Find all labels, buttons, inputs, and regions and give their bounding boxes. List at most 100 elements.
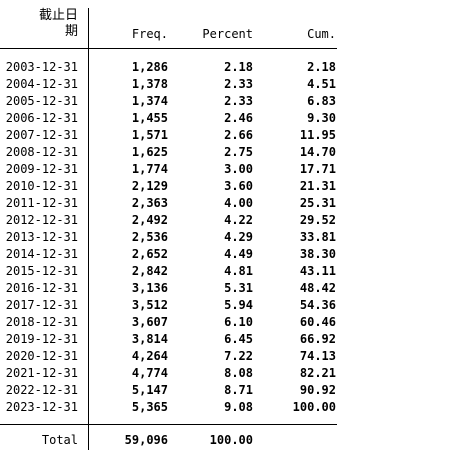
row-label: 2019-12-31 xyxy=(5,332,78,346)
table-row: 2011-12-31 2,363 4.00 25.31 xyxy=(0,195,340,212)
row-cum: 6.83 xyxy=(307,94,336,108)
row-cum: 29.52 xyxy=(299,213,336,227)
row-label: 2010-12-31 xyxy=(5,179,78,193)
row-cum: 9.30 xyxy=(307,111,336,125)
row-freq: 2,652 xyxy=(131,247,168,261)
row-percent: 9.08 xyxy=(224,400,253,414)
table-row: 2015-12-31 2,842 4.81 43.11 xyxy=(0,263,340,280)
table-row: 2009-12-31 1,774 3.00 17.71 xyxy=(0,161,340,178)
row-percent: 8.08 xyxy=(224,366,253,380)
row-freq: 2,492 xyxy=(131,213,168,227)
row-label: 2003-12-31 xyxy=(5,60,78,74)
row-freq: 1,571 xyxy=(131,128,168,142)
row-label: 2015-12-31 xyxy=(5,264,78,278)
row-label: 2008-12-31 xyxy=(5,145,78,159)
row-cum: 33.81 xyxy=(299,230,336,244)
row-cum: 17.71 xyxy=(299,162,336,176)
row-percent: 3.00 xyxy=(224,162,253,176)
row-freq: 2,363 xyxy=(131,196,168,210)
table-row: 2004-12-31 1,378 2.33 4.51 xyxy=(0,76,340,93)
table-row: 2005-12-31 1,374 2.33 6.83 xyxy=(0,93,340,110)
table-row: 2013-12-31 2,536 4.29 33.81 xyxy=(0,229,340,246)
variable-label-line2: 期 xyxy=(64,24,78,39)
row-freq: 3,814 xyxy=(131,332,168,346)
table-row: 2019-12-31 3,814 6.45 66.92 xyxy=(0,331,340,348)
table-row: 2023-12-31 5,365 9.08 100.00 xyxy=(0,399,340,416)
row-label: 2017-12-31 xyxy=(5,298,78,312)
row-percent: 2.66 xyxy=(224,128,253,142)
row-freq: 1,374 xyxy=(131,94,168,108)
row-percent: 4.29 xyxy=(224,230,253,244)
row-label: 2020-12-31 xyxy=(5,349,78,363)
body-vertical-divider xyxy=(88,48,89,424)
table-row: 2006-12-31 1,455 2.46 9.30 xyxy=(0,110,340,127)
row-cum: 90.92 xyxy=(299,383,336,397)
row-freq: 2,129 xyxy=(131,179,168,193)
total-freq: 59,096 xyxy=(124,433,168,447)
row-percent: 2.75 xyxy=(224,145,253,159)
row-label: 2022-12-31 xyxy=(5,383,78,397)
row-cum: 43.11 xyxy=(299,264,336,278)
row-cum: 100.00 xyxy=(292,400,336,414)
row-cum: 25.31 xyxy=(299,196,336,210)
row-cum: 14.70 xyxy=(299,145,336,159)
row-cum: 74.13 xyxy=(299,349,336,363)
row-percent: 6.45 xyxy=(224,332,253,346)
percent-column-header: Percent xyxy=(202,27,253,41)
row-freq: 5,147 xyxy=(131,383,168,397)
table-body: 2003-12-31 1,286 2.18 2.18 2004-12-31 1,378 2.… xyxy=(0,59,340,416)
freq-column-header: Freq. xyxy=(131,27,168,41)
table-row: 2017-12-31 3,512 5.94 54.36 xyxy=(0,297,340,314)
row-freq: 3,607 xyxy=(131,315,168,329)
row-percent: 2.33 xyxy=(224,77,253,91)
table-row: 2012-12-31 2,492 4.22 29.52 xyxy=(0,212,340,229)
row-freq: 1,286 xyxy=(131,60,168,74)
cum-column-header: Cum. xyxy=(307,27,336,41)
row-label: 2012-12-31 xyxy=(5,213,78,227)
table-row: 2020-12-31 4,264 7.22 74.13 xyxy=(0,348,340,365)
row-percent: 2.18 xyxy=(224,60,253,74)
row-percent: 6.10 xyxy=(224,315,253,329)
table-row: 2016-12-31 3,136 5.31 48.42 xyxy=(0,280,340,297)
table-row: 2021-12-31 4,774 8.08 82.21 xyxy=(0,365,340,382)
row-label: 2021-12-31 xyxy=(5,366,78,380)
total-row: Total 59,096 100.00 xyxy=(0,432,340,449)
header-horizontal-divider xyxy=(0,48,337,49)
row-cum: 66.92 xyxy=(299,332,336,346)
row-cum: 82.21 xyxy=(299,366,336,380)
header-vertical-divider xyxy=(88,8,89,49)
total-label: Total xyxy=(41,433,78,447)
row-percent: 4.81 xyxy=(224,264,253,278)
row-percent: 5.94 xyxy=(224,298,253,312)
row-freq: 1,378 xyxy=(131,77,168,91)
row-label: 2005-12-31 xyxy=(5,94,78,108)
row-freq: 1,455 xyxy=(131,111,168,125)
row-freq: 3,136 xyxy=(131,281,168,295)
row-cum: 2.18 xyxy=(307,60,336,74)
row-freq: 4,774 xyxy=(131,366,168,380)
row-label: 2009-12-31 xyxy=(5,162,78,176)
table-row: 2007-12-31 1,571 2.66 11.95 xyxy=(0,127,340,144)
row-cum: 4.51 xyxy=(307,77,336,91)
row-cum: 48.42 xyxy=(299,281,336,295)
total-percent: 100.00 xyxy=(209,433,253,447)
row-percent: 4.49 xyxy=(224,247,253,261)
row-freq: 1,774 xyxy=(131,162,168,176)
row-label: 2007-12-31 xyxy=(5,128,78,142)
row-label: 2018-12-31 xyxy=(5,315,78,329)
row-label: 2011-12-31 xyxy=(5,196,78,210)
row-freq: 3,512 xyxy=(131,298,168,312)
row-freq: 1,625 xyxy=(131,145,168,159)
row-label: 2006-12-31 xyxy=(5,111,78,125)
row-freq: 4,264 xyxy=(131,349,168,363)
row-label: 2023-12-31 xyxy=(5,400,78,414)
row-cum: 38.30 xyxy=(299,247,336,261)
variable-label-line1: 截止日 xyxy=(38,8,78,23)
row-percent: 2.33 xyxy=(224,94,253,108)
row-cum: 60.46 xyxy=(299,315,336,329)
row-percent: 4.00 xyxy=(224,196,253,210)
row-percent: 5.31 xyxy=(224,281,253,295)
row-freq: 5,365 xyxy=(131,400,168,414)
total-horizontal-divider xyxy=(0,424,337,425)
